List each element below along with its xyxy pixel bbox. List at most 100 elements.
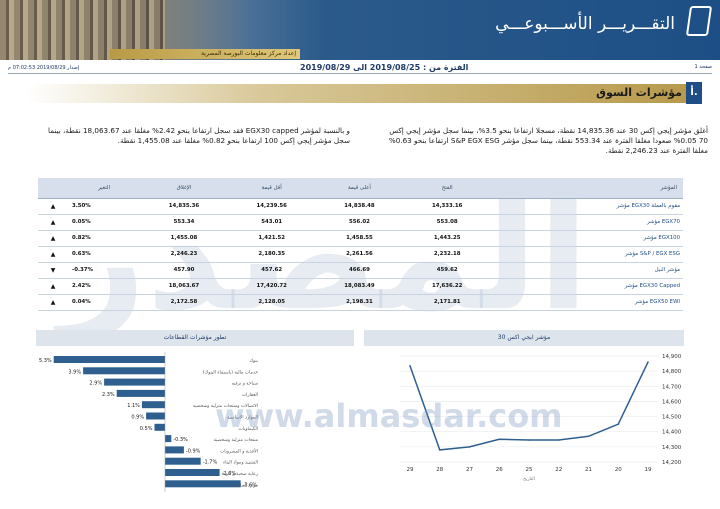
sector-bar (53, 356, 166, 363)
cell-open: 14,333.16 (403, 198, 492, 215)
cell-close: 14,835.36 (140, 198, 228, 215)
sector-value-label: -0.9% (186, 448, 201, 454)
report-title: التقـــريـــر الأســـبوعـــي (495, 14, 675, 34)
egx30-data-point (617, 423, 620, 425)
sector-value-label: 2.3% (102, 392, 115, 398)
header-change: التغير (68, 178, 141, 199)
sector-value-label: -2.6% (222, 471, 237, 477)
exchange-logo-icon (685, 6, 713, 36)
cell-open: 2,171.81 (403, 294, 492, 311)
header-arrow-spacer (38, 178, 68, 199)
section-title: مؤشرات السوق (596, 86, 682, 99)
table-row: ▲ 0.82% 1,455.08 1,421.52 1,458.55 1,443.25 مؤ… (38, 230, 683, 247)
table-row: ▲ 2.42% 18,063.67 17,420.72 18,083.49 17,636.… (38, 278, 683, 295)
summary-paragraph-right: أغلق مؤشر إيجي إكس 30 عند 14,835.36 نقطة… (388, 126, 708, 155)
x-tick-label: 20 (615, 467, 622, 473)
cell-close: 2,246.23 (140, 246, 228, 263)
egx30-data-point (409, 365, 411, 367)
change-arrow-icon: ▲ (38, 278, 68, 295)
table-row: ▲ 3.50% 14,835.36 14,239.56 14,838.48 14,333.… (38, 198, 683, 215)
indices-table: التغير الإغلاق أقل قيمة أعلى قيمة الفتح … (38, 178, 683, 311)
header-open: الفتح (403, 178, 492, 199)
sector-value-label: 0.5% (140, 426, 153, 432)
cell-high: 18,083.49 (315, 278, 404, 295)
x-tick-label: 28 (436, 467, 443, 473)
sector-category-label: الأغذية و المشروبات (220, 447, 258, 454)
sector-bar (165, 469, 220, 476)
provider-strip (110, 49, 300, 59)
cell-high: 2,198.31 (315, 294, 404, 311)
table-row: ▲ 0.05% 553.34 543.01 556.02 553.08 مؤشر EGX70 (38, 214, 683, 231)
sector-category-label: موارد أساسية (232, 481, 258, 488)
cell-low: 2,180.35 (227, 246, 316, 263)
y-tick-label: 14,600 (662, 399, 682, 405)
sector-bar (165, 480, 241, 488)
sector-category-label: الموارد الأساسية (227, 414, 258, 421)
egx30-line-chart: 14,200 14,300 14,400 14,500 14,600 14,700 14,8… (400, 354, 682, 482)
sector-value-label: 0.9% (131, 415, 144, 421)
egx30-data-point (587, 435, 590, 438)
cell-close: 1,455.08 (140, 230, 228, 247)
y-tick-label: 14,200 (662, 460, 682, 466)
egx30-series-line (409, 361, 649, 451)
cell-open: 1,443.25 (403, 230, 492, 247)
sector-bar (141, 401, 165, 409)
sectors-bar-chart: 5.3% بنوك 3.9% خدمات مالية (باستثناء البنوك… (39, 352, 259, 492)
cell-open: 2,232.18 (403, 246, 492, 263)
change-arrow-icon: ▲ (38, 294, 68, 311)
table-body: ▲ 3.50% 14,835.36 14,239.56 14,838.48 14,333.… (38, 198, 683, 311)
cell-open: 459.62 (403, 262, 492, 279)
cell-close: 553.34 (140, 214, 228, 231)
y-tick-label: 14,300 (662, 445, 682, 451)
table-header-row: التغير الإغلاق أقل قيمة أعلى قيمة الفتح … (38, 178, 683, 199)
cell-high: 2,261.56 (315, 246, 404, 263)
cell-high: 556.02 (315, 214, 404, 231)
sector-category-label: رعاية صحية و أدوية (222, 470, 258, 477)
egx30-data-point (647, 361, 649, 363)
x-tick-label: 29 (407, 467, 414, 473)
table-row: ▼ -0.37% 457.90 457.62 466.69 459.62 مؤشر الني… (38, 262, 683, 279)
sector-value-label: 5.3% (39, 358, 52, 364)
header-low: أقل قيمة (227, 178, 316, 199)
cell-index-name: مؤشر EGX70 (491, 214, 683, 231)
sector-category-label: التشييد ومواد البناء (223, 461, 258, 466)
cell-change: 2.42% (68, 278, 141, 295)
cell-change: 3.50% (68, 198, 141, 215)
cell-open: 17,636.22 (403, 278, 492, 295)
header-banner: إعداد مركز معلومات البورصة المصرية التقـ… (0, 0, 720, 60)
header-divider (8, 73, 712, 74)
table-row: ▲ 0.63% 2,246.23 2,180.35 2,261.56 2,232.18 مؤ… (38, 246, 683, 263)
cell-index-name: مؤشر EGX30 مقوم بالعملة (491, 198, 683, 215)
sector-category-label: الكيماويات (239, 426, 258, 432)
table-row: ▲ 0.04% 2,172.58 2,128.05 2,198.31 2,171.81 مؤ… (38, 294, 683, 311)
egx30-data-point (557, 439, 560, 441)
y-tick-label: 14,900 (662, 354, 682, 360)
cell-change: 0.04% (68, 294, 141, 311)
report-period: الفترة من : 2019/08/25 الى 2019/08/29 (300, 63, 469, 72)
sector-bar (154, 423, 165, 431)
cell-high: 466.69 (315, 262, 404, 279)
sector-category-label: العقارات (242, 393, 258, 398)
x-tick-label: 21 (585, 467, 592, 473)
cell-low: 457.62 (227, 262, 316, 279)
y-tick-label: 14,500 (662, 415, 682, 421)
y-tick-label: 14,400 (662, 430, 682, 436)
sector-value-label: 1.1% (127, 403, 140, 409)
sector-value-label: -1.7% (203, 460, 218, 466)
change-arrow-icon: ▲ (38, 214, 68, 231)
section-number: أ. (686, 82, 702, 104)
sector-bar (83, 367, 165, 375)
cell-close: 18,063.67 (140, 278, 228, 295)
sector-value-label: 2.9% (89, 381, 102, 387)
x-tick-label: 25 (526, 467, 533, 473)
y-tick-label: 14,800 (662, 369, 682, 375)
x-tick-label: 26 (496, 467, 503, 473)
header-index: المؤشر (491, 178, 683, 199)
x-tick-label: 19 (645, 467, 652, 473)
change-arrow-icon: ▲ (38, 230, 68, 247)
section-bar (26, 84, 686, 103)
cell-change: 0.82% (68, 230, 141, 247)
cell-low: 17,420.72 (227, 278, 316, 295)
sector-category-label: خدمات مالية (باستثناء البنوك) (203, 369, 258, 375)
change-arrow-icon: ▼ (38, 262, 68, 279)
